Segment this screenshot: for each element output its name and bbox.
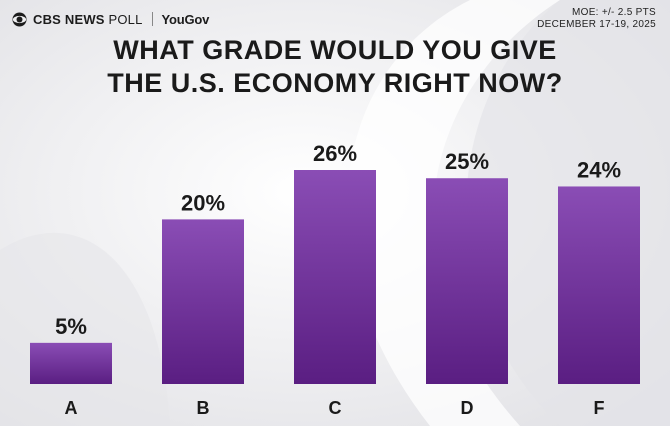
moe-text: MOE: +/- 2.5 PTS — [572, 7, 656, 18]
brand-divider — [151, 12, 153, 26]
bar-b — [162, 219, 244, 384]
bars-group: 5% A 20% B 26% C 25% D 24% F — [30, 141, 640, 418]
value-label-d: 25% — [445, 149, 489, 174]
brand-name: CBS NEWS POLL — [33, 11, 143, 27]
value-label-c: 26% — [313, 141, 357, 166]
partner-name: YouGov — [161, 11, 210, 27]
category-label-d: D — [461, 398, 474, 418]
bar-f — [558, 186, 640, 384]
brand-lockup: CBS NEWS POLL YouGov — [12, 8, 209, 30]
chart-title: WHAT GRADE WOULD YOU GIVE THE U.S. ECONO… — [0, 34, 670, 100]
category-label-f: F — [594, 398, 605, 418]
value-label-f: 24% — [577, 157, 621, 182]
title-line-2: THE U.S. ECONOMY RIGHT NOW? — [107, 68, 563, 98]
cbs-eye-icon — [12, 12, 27, 26]
bar-c — [294, 170, 376, 384]
poll-dates: DECEMBER 17-19, 2025 — [537, 19, 656, 30]
poll-meta: MOE: +/- 2.5 PTS DECEMBER 17-19, 2025 — [537, 7, 656, 31]
category-label-c: C — [329, 398, 342, 418]
category-label-b: B — [197, 398, 210, 418]
value-label-a: 5% — [55, 314, 87, 339]
title-line-1: WHAT GRADE WOULD YOU GIVE — [113, 35, 557, 65]
bar-d — [426, 178, 508, 384]
category-label-a: A — [65, 398, 78, 418]
value-label-b: 20% — [181, 190, 225, 215]
bar-a — [30, 342, 112, 384]
